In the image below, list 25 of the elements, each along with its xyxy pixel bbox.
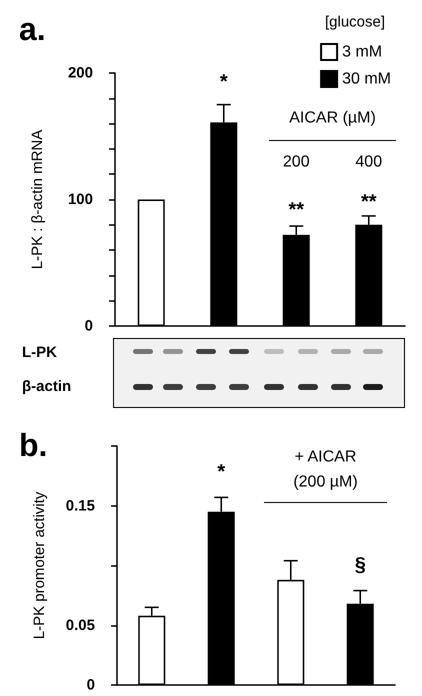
annotation: (200 µM) — [293, 474, 358, 490]
y-axis-title: L-PK : β-actin mRNA — [29, 130, 46, 270]
y-tick-label: 200 — [68, 64, 93, 82]
annotation: 200 — [282, 154, 310, 170]
annotation: * — [220, 71, 228, 93]
y-tick-label: 0 — [86, 676, 95, 694]
text: L-PK — [22, 344, 57, 361]
legend-title: [glucose] — [324, 14, 386, 30]
annotation: + AICAR — [294, 448, 356, 466]
annotation: ** — [360, 191, 377, 213]
y-tick-label: 0.15 — [66, 497, 95, 514]
annotation: AICAR (µM) — [289, 110, 376, 126]
annotation: 400 — [355, 154, 382, 170]
annotation: ** — [288, 199, 304, 221]
y-axis-title: L-PK promoter activity — [31, 491, 48, 640]
y-tick-label: 0 — [84, 318, 93, 334]
annotation: * — [217, 461, 226, 483]
chart-title: b. — [19, 427, 48, 463]
y-tick-label: 100 — [68, 191, 93, 208]
text: β-actin — [22, 378, 72, 395]
chart-title: a. — [19, 11, 46, 47]
legend-label: 30 mM — [342, 70, 392, 88]
annotation: § — [354, 554, 366, 576]
y-tick-label: 0.05 — [66, 616, 95, 634]
legend-label: 3 mM — [342, 44, 382, 60]
